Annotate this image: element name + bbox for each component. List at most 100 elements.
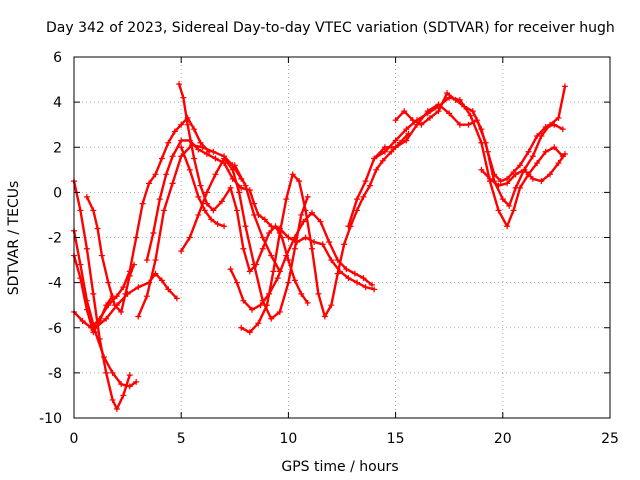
- data-point: [126, 272, 133, 279]
- series-sat-h: [143, 137, 378, 293]
- data-point: [113, 302, 120, 309]
- data-point: [469, 108, 476, 115]
- data-point: [109, 369, 116, 376]
- data-point: [135, 284, 142, 291]
- data-point: [133, 234, 140, 241]
- data-point: [109, 293, 116, 300]
- data-point: [103, 369, 110, 376]
- data-point: [276, 268, 283, 275]
- data-point: [542, 148, 549, 155]
- data-point: [534, 160, 541, 167]
- data-point: [242, 223, 249, 230]
- data-point: [478, 126, 485, 133]
- data-point: [351, 270, 358, 277]
- series-sat-n: [231, 162, 283, 275]
- data-point: [203, 151, 210, 158]
- data-point: [274, 275, 281, 282]
- data-point: [191, 155, 198, 162]
- data-point: [195, 193, 202, 200]
- data-point: [317, 218, 324, 225]
- y-tick-label: 6: [53, 50, 62, 66]
- series-line: [137, 143, 243, 318]
- data-point: [555, 160, 562, 167]
- data-point: [173, 295, 180, 302]
- data-point: [362, 178, 369, 185]
- data-point: [467, 112, 474, 119]
- data-point: [521, 166, 528, 173]
- data-point: [240, 297, 247, 304]
- y-tick-label: -6: [48, 321, 62, 337]
- data-point: [343, 266, 350, 273]
- data-point: [218, 198, 225, 205]
- data-point: [418, 121, 425, 128]
- data-point: [504, 223, 511, 230]
- series-sat-r: [478, 151, 568, 189]
- data-point: [484, 148, 491, 155]
- data-point: [152, 257, 159, 264]
- data-point: [283, 252, 290, 259]
- data-point: [233, 279, 240, 286]
- data-point: [409, 117, 416, 124]
- data-point: [90, 329, 97, 336]
- data-point: [319, 241, 326, 248]
- data-point: [289, 171, 296, 178]
- data-point: [83, 306, 90, 313]
- data-point: [435, 108, 442, 115]
- data-point: [251, 211, 258, 218]
- data-point: [345, 223, 352, 230]
- data-point: [227, 266, 234, 273]
- data-point: [304, 193, 311, 200]
- data-point: [169, 180, 176, 187]
- data-point: [186, 234, 193, 241]
- y-tick-label: -10: [39, 411, 62, 427]
- data-point: [491, 171, 498, 178]
- data-point: [478, 166, 485, 173]
- data-point: [551, 144, 558, 151]
- y-tick-label: 2: [53, 140, 62, 156]
- series-line: [373, 96, 564, 228]
- data-point: [126, 383, 133, 390]
- x-tick-label: 15: [387, 431, 405, 447]
- data-point: [345, 275, 352, 282]
- data-point: [354, 279, 361, 286]
- data-point: [139, 200, 146, 207]
- data-point: [186, 166, 193, 173]
- data-point: [403, 137, 410, 144]
- data-point: [444, 90, 451, 97]
- series-line: [233, 164, 281, 273]
- data-point: [178, 121, 185, 128]
- data-point: [83, 193, 90, 200]
- grid: [74, 57, 610, 418]
- data-point: [236, 189, 243, 196]
- data-point: [178, 248, 185, 255]
- data-point: [298, 211, 305, 218]
- data-point: [231, 162, 238, 169]
- data-point: [456, 121, 463, 128]
- data-point: [212, 155, 219, 162]
- data-point: [246, 329, 253, 336]
- data-point: [388, 148, 395, 155]
- data-point: [362, 284, 369, 291]
- data-point: [371, 286, 378, 293]
- y-tick-label: 0: [53, 185, 62, 201]
- x-axis-label: GPS time / hours: [281, 459, 398, 475]
- data-point: [257, 302, 264, 309]
- data-point: [197, 139, 204, 146]
- series-sat-e: [92, 270, 180, 331]
- data-point: [152, 171, 159, 178]
- data-point: [392, 117, 399, 124]
- data-point: [426, 114, 433, 121]
- data-point: [118, 308, 125, 315]
- data-point: [311, 239, 318, 246]
- series-sat-d: [83, 193, 138, 315]
- data-point: [161, 207, 168, 214]
- data-point: [195, 146, 202, 153]
- data-point: [291, 277, 298, 284]
- data-point: [452, 96, 459, 103]
- data-point: [163, 171, 170, 178]
- data-point: [94, 225, 101, 232]
- data-point: [214, 220, 221, 227]
- data-point: [360, 275, 367, 282]
- data-point: [504, 180, 511, 187]
